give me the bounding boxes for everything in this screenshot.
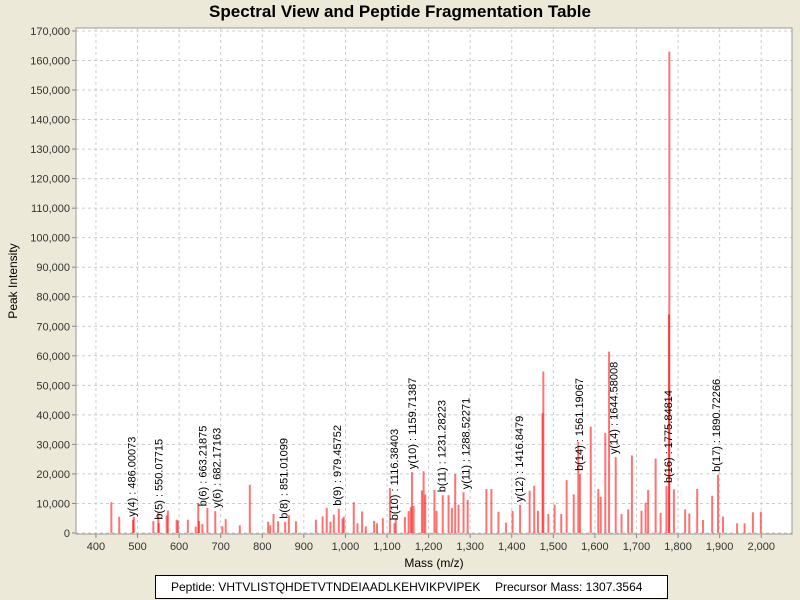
- y-tick-label: 60,000: [36, 351, 70, 363]
- plot-area: [76, 28, 792, 534]
- fragment-annotation: y(4) : 486.00073: [127, 437, 139, 517]
- fragment-annotation: y(11) : 1288.52271: [460, 398, 472, 490]
- y-tick-label: 10,000: [36, 498, 70, 510]
- fragment-annotation: b(16) : 1775.84814: [663, 390, 675, 483]
- y-axis-label: Peak Intensity: [6, 243, 20, 318]
- x-tick-label: 1,600: [581, 541, 609, 553]
- x-tick-label: 1,200: [415, 541, 443, 553]
- x-tick-label: 800: [253, 541, 271, 553]
- fragment-annotation: b(17) : 1890.72266: [711, 379, 723, 472]
- y-tick-label: 140,000: [30, 115, 70, 127]
- fragment-annotation: b(10) : 1116.38403: [389, 429, 401, 520]
- y-tick-label: 50,000: [36, 380, 70, 392]
- fragment-annotation: y(12) : 1416.8479: [514, 416, 526, 502]
- fragment-annotation: y(10) : 1159.71387: [407, 378, 419, 470]
- fragment-annotation: b(5) : 550.07715: [153, 439, 165, 520]
- x-tick-label: 1,700: [623, 541, 651, 553]
- y-tick-label: 20,000: [36, 469, 70, 481]
- y-tick-label: 110,000: [31, 203, 70, 215]
- x-axis-label: Mass (m/z): [404, 556, 463, 570]
- x-tick-label: 1,000: [332, 541, 360, 553]
- x-tick-label: 600: [170, 541, 188, 553]
- x-tick-label: 500: [128, 541, 146, 553]
- y-tick-label: 0: [64, 528, 70, 540]
- fragment-annotation: b(11) : 1231.28223: [437, 400, 449, 492]
- x-tick-label: 2,000: [747, 541, 775, 553]
- x-tick-label: 1,500: [540, 541, 568, 553]
- x-tick-label: 1,100: [373, 541, 401, 553]
- y-tick-label: 40,000: [36, 410, 70, 422]
- x-tick-label: 400: [87, 541, 105, 553]
- x-tick-label: 900: [295, 541, 313, 553]
- fragment-annotation: y(6) : 682.17163: [211, 428, 223, 508]
- fragment-annotation: b(9) : 979.45752: [332, 425, 344, 506]
- fragment-annotation: b(8) : 851.01099: [278, 438, 290, 519]
- y-tick-label: 170,000: [30, 26, 70, 38]
- precursor-mass: Precursor Mass: 1307.3564: [495, 580, 643, 594]
- y-tick-label: 30,000: [36, 439, 70, 451]
- y-tick-label: 100,000: [30, 233, 70, 245]
- fragment-annotation: b(14) : 1561.19067: [574, 378, 586, 471]
- plot-border: [75, 27, 793, 535]
- y-tick-label: 120,000: [30, 174, 70, 186]
- y-tick-label: 70,000: [36, 321, 70, 333]
- x-tick-label: 1,300: [456, 541, 484, 553]
- peptide-legend: Peptide: VHTVLISTQHDETVTNDEIAADLKEHVIKPV…: [155, 575, 668, 599]
- y-tick-label: 90,000: [36, 262, 70, 274]
- chart-title: Spectral View and Peptide Fragmentation …: [209, 2, 591, 21]
- y-tick-label: 160,000: [30, 55, 70, 67]
- x-tick-label: 700: [212, 541, 230, 553]
- x-tick-label: 1,800: [664, 541, 692, 553]
- fragment-annotation: b(6) : 663.21875: [197, 426, 209, 507]
- x-tick-label: 1,400: [498, 541, 526, 553]
- y-tick-label: 130,000: [30, 144, 70, 156]
- peptide-sequence: Peptide: VHTVLISTQHDETVTNDEIAADLKEHVIKPV…: [171, 580, 481, 594]
- x-tick-label: 1,900: [706, 541, 734, 553]
- fragment-annotation: y(14) : 1644.58008: [608, 362, 620, 454]
- y-tick-label: 80,000: [36, 292, 70, 304]
- y-tick-label: 150,000: [30, 85, 70, 97]
